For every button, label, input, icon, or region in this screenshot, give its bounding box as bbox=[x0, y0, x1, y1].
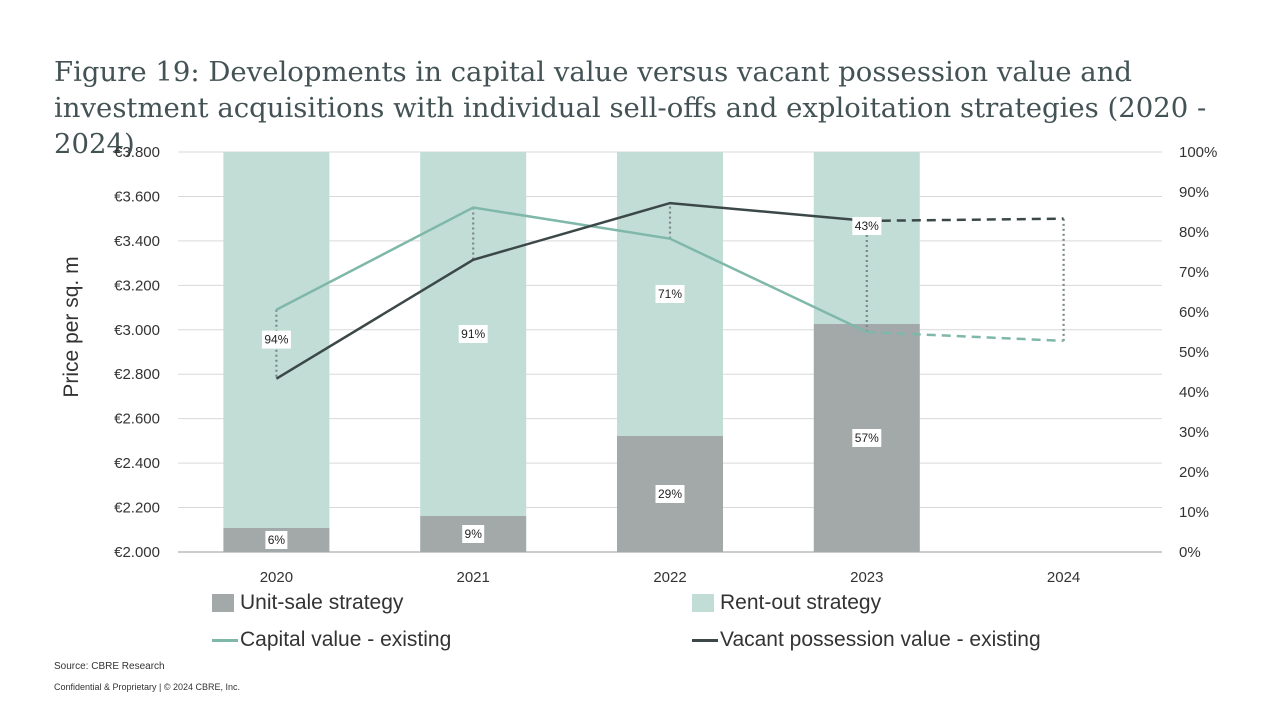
line-capital-value-projected bbox=[866, 330, 1064, 343]
y2-tick-label: 50% bbox=[1179, 344, 1209, 361]
data-label-background bbox=[261, 330, 291, 349]
data-label-background bbox=[655, 485, 685, 503]
x-tick-label: 2021 bbox=[457, 569, 490, 586]
y-tick-label: €3.000 bbox=[114, 322, 160, 339]
data-label-background bbox=[852, 217, 882, 235]
legend-item-vacant-possession: Vacant possession value - existing bbox=[692, 628, 1041, 652]
axis-ticks: €2.000 €2.200 €2.400 €2.600 €2.800 €3.000 €3.2… bbox=[114, 144, 1217, 586]
data-label-background bbox=[852, 429, 882, 447]
line-vacant-possession-value bbox=[275, 201, 867, 380]
legend-swatch-unit-sale bbox=[212, 594, 234, 612]
y-axis-label: Price per sq. m bbox=[60, 256, 83, 397]
data-label-background bbox=[458, 325, 488, 343]
line-vacant-possession-value-projected bbox=[866, 217, 1064, 223]
legend-label-unit-sale: Unit-sale strategy bbox=[240, 591, 404, 614]
data-label-unit-sale: 57% bbox=[855, 431, 879, 445]
y-tick-label: €2.000 bbox=[114, 544, 160, 561]
y2-tick-label: 0% bbox=[1179, 544, 1201, 561]
source-note: Source: CBRE Research bbox=[54, 661, 165, 672]
confidential-note: Confidential & Proprietary | © 2024 CBRE… bbox=[54, 682, 241, 692]
x-tick-label: 2020 bbox=[260, 569, 293, 586]
legend-item-unit-sale: Unit-sale strategy bbox=[212, 591, 403, 615]
legend-item-capital-value: Capital value - existing bbox=[212, 628, 451, 652]
line-capital-value bbox=[275, 206, 868, 334]
y-tick-label: €3.600 bbox=[114, 188, 160, 205]
legend-swatch-capital-value bbox=[212, 638, 238, 642]
y-tick-label: €2.800 bbox=[114, 366, 160, 383]
y-tick-label: €3.200 bbox=[114, 277, 160, 294]
data-label-rent-out: 43% bbox=[855, 219, 879, 233]
y2-tick-label: 70% bbox=[1179, 264, 1209, 281]
data-label-background bbox=[655, 285, 685, 303]
data-label-unit-sale: 6% bbox=[268, 533, 286, 547]
y-tick-label: €3.800 bbox=[114, 144, 160, 161]
data-labels: 6% 94% 9% 91% 29% 71% 57% 43% bbox=[261, 217, 882, 549]
data-label-rent-out: 71% bbox=[658, 287, 682, 301]
legend-swatch-rent-out bbox=[692, 594, 714, 612]
legend-swatch-vacant-possession bbox=[692, 638, 718, 642]
y2-tick-label: 90% bbox=[1179, 184, 1209, 201]
legend-label-vacant-possession: Vacant possession value - existing bbox=[720, 628, 1041, 651]
y2-tick-label: 80% bbox=[1179, 224, 1209, 241]
data-label-unit-sale: 9% bbox=[465, 527, 483, 541]
legend-label-rent-out: Rent-out strategy bbox=[720, 591, 882, 614]
x-tick-label: 2022 bbox=[653, 569, 686, 586]
data-label-background bbox=[265, 531, 288, 549]
chart-title: Figure 19: Developments in capital value… bbox=[54, 56, 1207, 160]
bar-rent-out bbox=[813, 152, 920, 324]
y2-tick-label: 60% bbox=[1179, 304, 1209, 321]
y2-tick-label: 20% bbox=[1179, 464, 1209, 481]
y2-tick-label: 10% bbox=[1179, 504, 1209, 521]
y2-tick-label: 40% bbox=[1179, 384, 1209, 401]
x-tick-label: 2024 bbox=[1047, 569, 1080, 586]
legend-item-rent-out: Rent-out strategy bbox=[692, 591, 881, 615]
y2-tick-label: 100% bbox=[1179, 144, 1217, 161]
data-label-background bbox=[462, 525, 485, 543]
y-tick-label: €2.400 bbox=[114, 455, 160, 472]
bars bbox=[223, 152, 920, 552]
data-label-rent-out: 94% bbox=[264, 333, 288, 347]
y-tick-label: €2.600 bbox=[114, 411, 160, 428]
y-tick-label: €2.200 bbox=[114, 500, 160, 517]
y2-tick-label: 30% bbox=[1179, 424, 1209, 441]
data-label-rent-out: 91% bbox=[461, 327, 485, 341]
lines bbox=[275, 201, 1065, 380]
x-tick-label: 2023 bbox=[850, 569, 883, 586]
legend-label-capital-value: Capital value - existing bbox=[240, 628, 452, 651]
y-tick-label: €3.400 bbox=[114, 233, 160, 250]
data-label-unit-sale: 29% bbox=[658, 487, 682, 501]
